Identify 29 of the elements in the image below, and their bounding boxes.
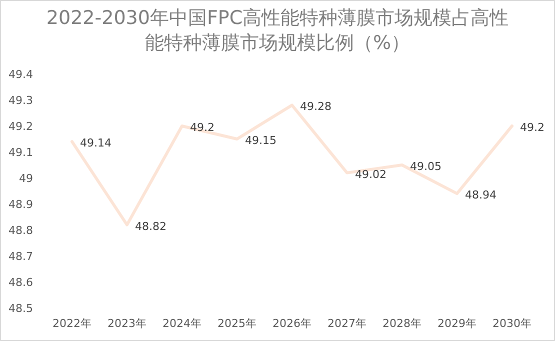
x-tick-label: 2029年 [438,317,476,330]
data-label: 49.2 [190,121,214,134]
y-tick-label: 48.6 [8,276,33,289]
x-tick-label: 2027年 [328,317,366,330]
y-tick-label: 49.2 [8,120,33,133]
data-label: 49.05 [410,160,442,173]
x-tick-label: 2024年 [162,317,202,330]
y-tick-label: 49.1 [8,146,33,159]
x-tick-label: 2028年 [382,317,422,330]
data-label: 49.02 [355,168,386,181]
y-tick-label: 48.7 [8,250,33,263]
x-tick-label: 2026年 [272,317,312,330]
data-label: 48.82 [135,220,166,233]
y-tick-label: 48.5 [8,302,33,315]
y-tick-label: 49.4 [8,68,33,81]
x-tick-label: 2030年 [492,317,532,330]
data-label: 49.15 [245,134,276,147]
y-tick-label: 49 [19,172,33,185]
y-tick-label: 48.8 [8,224,33,237]
data-label: 49.28 [300,100,332,114]
y-tick-label: 49.3 [8,94,33,107]
data-label: 49.14 [80,136,112,150]
data-label: 49.2 [520,121,544,134]
chart-title: 2022-2030年中国FPC高性能特种薄膜市场规模占高性能特种薄膜市场规模比例（%） [46,7,509,54]
x-tick-label: 2023年 [108,317,146,330]
x-tick-label: 2022年 [52,317,92,330]
y-tick-label: 48.9 [8,198,33,211]
data-label: 48.94 [465,188,496,202]
x-tick-label: 2025年 [218,317,256,330]
